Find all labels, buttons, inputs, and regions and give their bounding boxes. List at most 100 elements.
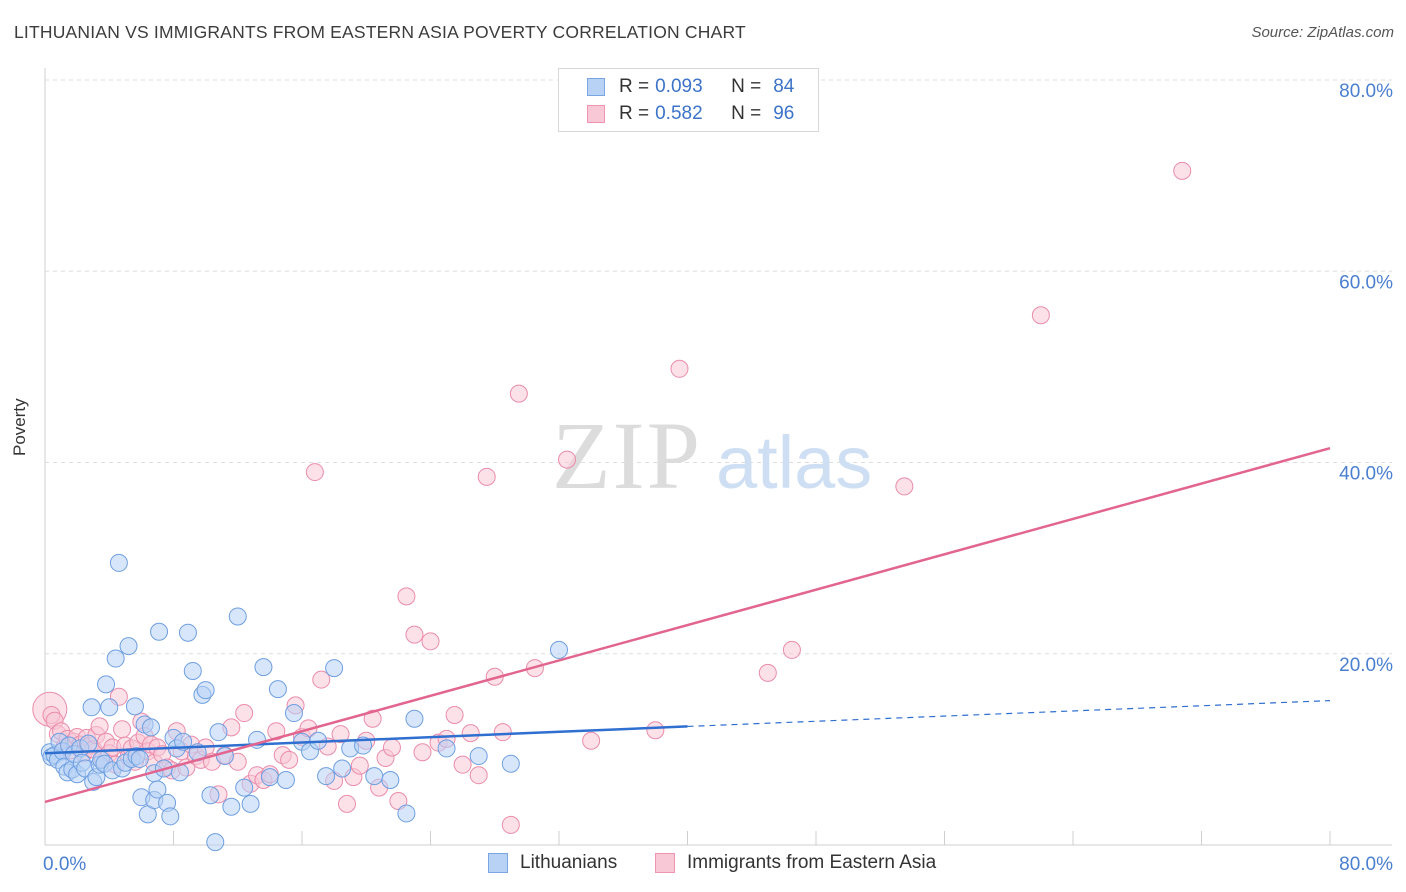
trend-lines — [44, 446, 1331, 804]
point-immigrants — [305, 463, 324, 482]
point-lithuanians — [150, 622, 169, 641]
point-lithuanians — [254, 658, 273, 677]
point-immigrants — [758, 663, 777, 682]
point-immigrants — [461, 724, 480, 743]
point-lithuanians — [79, 734, 98, 753]
y-tick-label: 80.0% — [1339, 81, 1393, 102]
point-lithuanians — [365, 767, 384, 786]
pink-swatch-icon — [655, 853, 675, 873]
legend-row-lithuanians: R = 0.093 N = 84 — [587, 75, 794, 99]
series-lithuanians-points — [40, 553, 568, 852]
legend-item-immigrants[interactable]: Immigrants from Eastern Asia — [655, 852, 936, 874]
point-lithuanians — [437, 739, 456, 758]
point-immigrants — [509, 384, 528, 403]
point-lithuanians — [405, 709, 424, 728]
point-lithuanians — [125, 697, 144, 716]
point-lithuanians — [381, 770, 400, 789]
point-lithuanians — [222, 797, 241, 816]
point-lithuanians — [142, 718, 161, 737]
point-lithuanians — [206, 833, 225, 852]
point-lithuanians — [178, 623, 197, 642]
point-lithuanians — [82, 698, 101, 717]
legend-label-immigrants: Immigrants from Eastern Asia — [687, 852, 937, 873]
point-immigrants — [113, 720, 132, 739]
point-lithuanians — [209, 723, 228, 742]
point-immigrants — [558, 450, 577, 469]
point-immigrants — [312, 670, 331, 689]
watermark-zip: ZIP — [552, 402, 702, 509]
point-lithuanians — [325, 659, 344, 678]
point-lithuanians — [97, 675, 116, 694]
point-immigrants — [469, 766, 488, 785]
point-immigrants — [397, 587, 416, 606]
point-lithuanians — [119, 637, 138, 656]
point-immigrants — [493, 723, 512, 742]
point-immigrants — [670, 359, 689, 378]
point-lithuanians — [196, 681, 215, 700]
point-lithuanians — [260, 768, 279, 787]
point-immigrants — [782, 640, 801, 659]
y-tick-label: 40.0% — [1339, 464, 1393, 485]
point-lithuanians — [130, 749, 149, 768]
point-lithuanians — [148, 780, 167, 799]
point-lithuanians — [241, 794, 260, 813]
trend-line-lithuanians — [44, 725, 688, 755]
legend-row-immigrants: R = 0.582 N = 96 — [587, 102, 794, 126]
point-lithuanians — [268, 680, 287, 699]
r-label: R = — [619, 76, 650, 97]
watermark: ZIP atlas — [552, 402, 872, 509]
point-immigrants — [445, 705, 464, 724]
n-label: N = — [731, 103, 762, 124]
point-immigrants — [267, 722, 286, 741]
x-tick-marks — [44, 831, 1331, 845]
r-label: R = — [619, 103, 650, 124]
point-immigrants — [1031, 306, 1050, 325]
point-lithuanians — [201, 786, 220, 805]
point-lithuanians — [501, 754, 520, 773]
pink-swatch-icon — [587, 105, 605, 123]
point-immigrants — [382, 738, 401, 757]
series-legend: Lithuanians Immigrants from Eastern Asia — [0, 852, 1406, 878]
x-tick-label-max: 80.0% — [1339, 854, 1393, 875]
point-immigrants — [1173, 161, 1192, 180]
point-lithuanians — [100, 698, 119, 717]
point-immigrants — [280, 750, 299, 769]
point-immigrants — [337, 794, 356, 813]
blue-swatch-icon — [587, 78, 605, 96]
point-lithuanians — [397, 804, 416, 823]
point-immigrants — [363, 709, 382, 728]
n-value: 84 — [773, 76, 795, 97]
trend-line-immigrants — [44, 446, 1331, 804]
point-lithuanians — [235, 778, 254, 797]
point-lithuanians — [333, 759, 352, 778]
point-immigrants — [421, 632, 440, 651]
point-immigrants — [235, 704, 254, 723]
axis-labels: 20.0% 40.0% 60.0% 80.0% 0.0% 80.0% — [43, 81, 1393, 875]
chart-title: LITHUANIAN VS IMMIGRANTS FROM EASTERN AS… — [14, 22, 746, 42]
point-lithuanians — [106, 649, 125, 668]
point-immigrants — [646, 721, 665, 740]
y-tick-label: 20.0% — [1339, 655, 1393, 676]
point-immigrants — [350, 756, 369, 775]
y-tick-label: 60.0% — [1339, 272, 1393, 293]
trend-line-lithuanians-extension — [687, 700, 1331, 728]
watermark-atlas: atlas — [716, 421, 872, 504]
y-axis-label: Poverty — [10, 398, 29, 456]
point-lithuanians — [228, 607, 247, 626]
point-lithuanians — [161, 807, 180, 826]
point-immigrants — [453, 755, 472, 774]
point-immigrants — [477, 467, 496, 486]
point-lithuanians — [276, 770, 295, 789]
point-lithuanians — [317, 767, 336, 786]
n-label: N = — [731, 76, 762, 97]
point-lithuanians — [469, 747, 488, 766]
legend-item-lithuanians[interactable]: Lithuanians — [488, 852, 617, 874]
point-lithuanians — [183, 661, 202, 680]
point-lithuanians — [174, 732, 193, 751]
legend-label-lithuanians: Lithuanians — [520, 852, 618, 873]
n-value: 96 — [773, 103, 795, 124]
point-immigrants — [582, 731, 601, 750]
x-tick-label-min: 0.0% — [43, 854, 86, 875]
point-lithuanians — [109, 553, 128, 572]
point-immigrants — [90, 717, 109, 736]
